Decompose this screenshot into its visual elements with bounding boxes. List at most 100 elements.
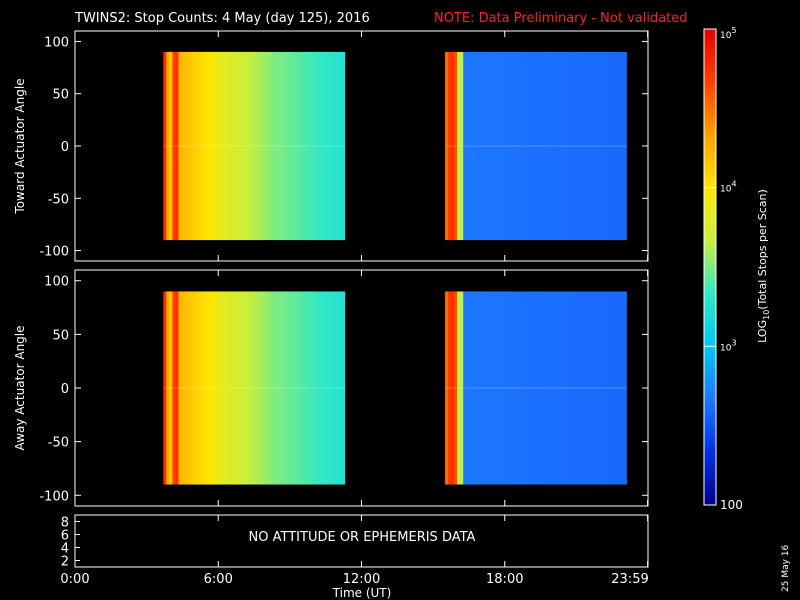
heatmap-column xyxy=(314,291,318,485)
heatmap-column xyxy=(593,291,597,485)
heatmap-column xyxy=(178,51,182,241)
heatmap-column xyxy=(235,291,240,485)
heatmap-column xyxy=(460,51,464,241)
heatmap-column xyxy=(575,291,579,485)
heatmap-column xyxy=(581,51,585,241)
y-tick-label: -50 xyxy=(48,436,69,451)
heatmap-column xyxy=(329,291,334,485)
heatmap-column xyxy=(254,291,258,485)
heatmap-column xyxy=(193,291,197,485)
heatmap-column xyxy=(335,291,340,485)
heatmap-column xyxy=(496,51,500,241)
heatmap-column xyxy=(326,51,331,241)
heatmap-column xyxy=(305,51,309,241)
heatmap-column xyxy=(596,51,600,241)
heatmap-column xyxy=(226,51,231,241)
heatmap-column xyxy=(293,291,297,485)
heatmap-column xyxy=(529,291,534,485)
heatmap-column xyxy=(457,291,461,485)
y-tick-label: 50 xyxy=(52,88,69,103)
heatmap-column xyxy=(175,291,179,485)
heatmap-column xyxy=(181,51,185,241)
heatmap-column xyxy=(263,291,267,485)
heatmap-column xyxy=(502,51,506,241)
heatmap-column xyxy=(181,291,185,485)
heatmap-column xyxy=(523,291,528,485)
heatmap-column xyxy=(299,51,303,241)
heatmap-column xyxy=(166,291,170,485)
heatmap-column xyxy=(184,51,188,241)
y-tick-label: 6 xyxy=(61,529,69,544)
x-tick-label: 12:00 xyxy=(343,572,380,587)
heatmap-column xyxy=(553,51,558,241)
heatmap-column xyxy=(244,51,249,241)
heatmap-column xyxy=(566,51,570,241)
plot-title: TWINS2: Stop Counts: 4 May (day 125), 20… xyxy=(74,11,370,26)
heatmap-column xyxy=(202,291,207,485)
heatmap-column xyxy=(514,291,519,485)
heatmap-column xyxy=(172,291,176,485)
toward-y-ticks: 100 50 0 -50 -100 xyxy=(39,35,648,260)
heatmap-column xyxy=(229,291,234,485)
y-tick-label: -100 xyxy=(39,489,69,504)
heatmap-column xyxy=(599,291,603,485)
heatmap-column xyxy=(487,51,491,241)
heatmap-column xyxy=(469,51,473,241)
heatmap-column xyxy=(487,291,491,485)
heatmap-column xyxy=(611,291,615,485)
heatmap-column xyxy=(544,51,549,241)
heatmap-column xyxy=(587,51,591,241)
heatmap-column xyxy=(235,51,240,241)
heatmap-column xyxy=(472,291,476,485)
heatmap-column xyxy=(199,291,204,485)
heatmap-column xyxy=(220,51,225,241)
heatmap-column xyxy=(278,51,282,241)
colorbar-tick-base: 10 xyxy=(720,343,732,353)
heatmap-column xyxy=(614,51,618,241)
heatmap-column xyxy=(511,291,516,485)
heatmap-column xyxy=(217,291,222,485)
y-tick-label: 50 xyxy=(52,328,69,343)
heatmap-column xyxy=(317,291,321,485)
heatmap-column xyxy=(490,51,494,241)
x-tick-label: 6:00 xyxy=(204,572,233,587)
heatmap-column xyxy=(614,291,618,485)
heatmap-column xyxy=(308,51,312,241)
heatmap-column xyxy=(341,291,346,485)
heatmap-column xyxy=(296,51,300,241)
heatmap-column xyxy=(163,291,167,485)
away-y-ticks: 100 50 0 -50 -100 xyxy=(39,275,648,504)
heatmap-column xyxy=(269,291,273,485)
heatmap-column xyxy=(466,51,470,241)
heatmap-column xyxy=(290,291,294,485)
heatmap-column xyxy=(190,51,194,241)
heatmap-column xyxy=(445,291,449,485)
heatmap-column xyxy=(332,291,337,485)
heatmap-column xyxy=(326,291,331,485)
heatmap-column xyxy=(329,51,334,241)
heatmap-column xyxy=(517,291,522,485)
away-actuator-panel: 100 50 0 -50 -100 Away Actuator Angle xyxy=(13,269,649,507)
heatmap-column xyxy=(190,291,194,485)
heatmap-zero-stripe xyxy=(445,387,627,389)
heatmap-column xyxy=(311,51,315,241)
heatmap-column xyxy=(532,291,537,485)
heatmap-column xyxy=(281,51,285,241)
heatmap-column xyxy=(281,291,285,485)
y-tick-label: -50 xyxy=(48,192,69,207)
heatmap-column xyxy=(229,51,234,241)
heatmap-column xyxy=(248,291,252,485)
heatmap-column xyxy=(238,291,243,485)
heatmap-column xyxy=(623,51,627,241)
heatmap-column xyxy=(232,51,237,241)
heatmap-column xyxy=(481,51,485,241)
heatmap-column xyxy=(460,291,464,485)
heatmap-column xyxy=(223,291,228,485)
heatmap-column xyxy=(608,51,612,241)
heatmap-column xyxy=(590,291,594,485)
heatmap-column xyxy=(196,291,201,485)
heatmap-column xyxy=(608,291,612,485)
heatmap-column xyxy=(251,51,255,241)
